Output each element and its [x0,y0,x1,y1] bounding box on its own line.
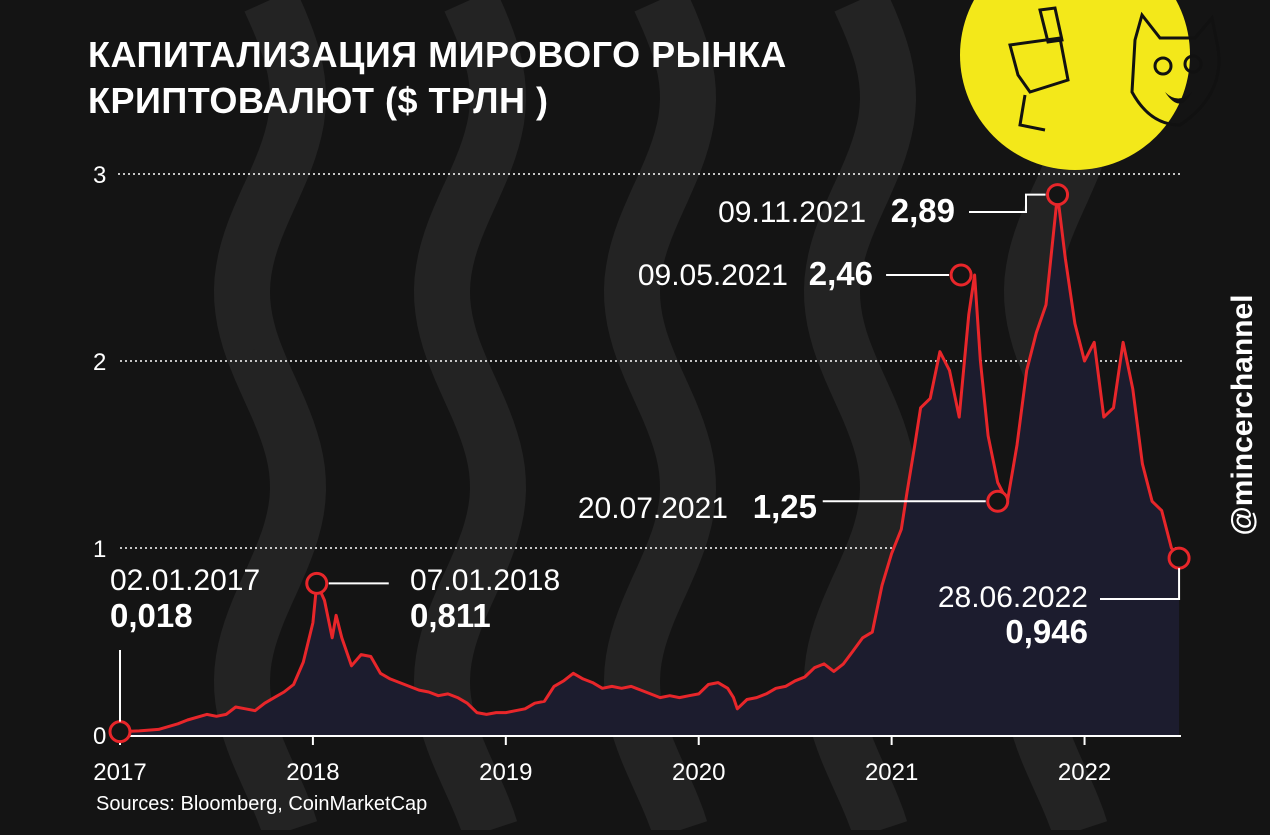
annotation-value: 0,811 [410,597,491,634]
annotation-date: 28.06.2022 [938,581,1088,614]
annotation-date: 02.01.2017 [110,564,260,597]
point-marker [108,720,132,744]
annotation-date: 09.05.2021 [638,259,788,292]
annotation-value: 0,946 [1005,613,1088,650]
x-tick-label: 2017 [93,759,146,786]
y-tick-label: 0 [93,723,106,750]
annotation-value: 1,25 [753,488,817,525]
leader-line [1100,568,1181,600]
channel-logo-badge [960,0,1190,170]
y-tick-label: 1 [93,536,106,563]
meat-grinder-icon [1008,6,1070,132]
point-marker [1167,546,1191,570]
cat-icon [1130,11,1221,127]
point-marker [949,263,973,287]
y-tick-label: 3 [93,162,106,189]
cat-mouth-icon [1165,92,1192,104]
annotation-value: 2,89 [891,192,955,229]
x-tick-label: 2018 [286,759,339,786]
background-wave [213,0,327,835]
annotation-value: 0,018 [110,597,193,634]
background-wave [413,0,527,835]
channel-watermark: @mincerchannel [1226,294,1259,536]
source-note: Sources: Bloomberg, CoinMarketCap [96,793,428,815]
point-marker [305,571,329,595]
cat-eye-icon [1183,54,1203,74]
annotation-value: 2,46 [809,255,873,292]
chart-title-line-2: КРИПТОВАЛЮТ ($ ТРЛН ) [88,80,549,121]
x-tick-label: 2021 [865,759,918,786]
annotation-date: 09.11.2021 [718,196,866,229]
point-marker [1046,183,1070,207]
x-tick-label: 2019 [479,759,532,786]
leader-line [969,193,1046,213]
point-marker [986,489,1010,513]
annotation-date: 07.01.2018 [410,564,560,597]
y-tick-label: 2 [93,349,106,376]
x-tick-label: 2020 [672,759,725,786]
x-tick-label: 2022 [1058,759,1111,786]
chart-title-line-1: КАПИТАЛИЗАЦИЯ МИРОВОГО РЫНКА [88,34,787,75]
annotation-date: 20.07.2021 [578,492,728,525]
cat-eye-icon [1153,56,1173,76]
area-fill [120,194,1180,736]
